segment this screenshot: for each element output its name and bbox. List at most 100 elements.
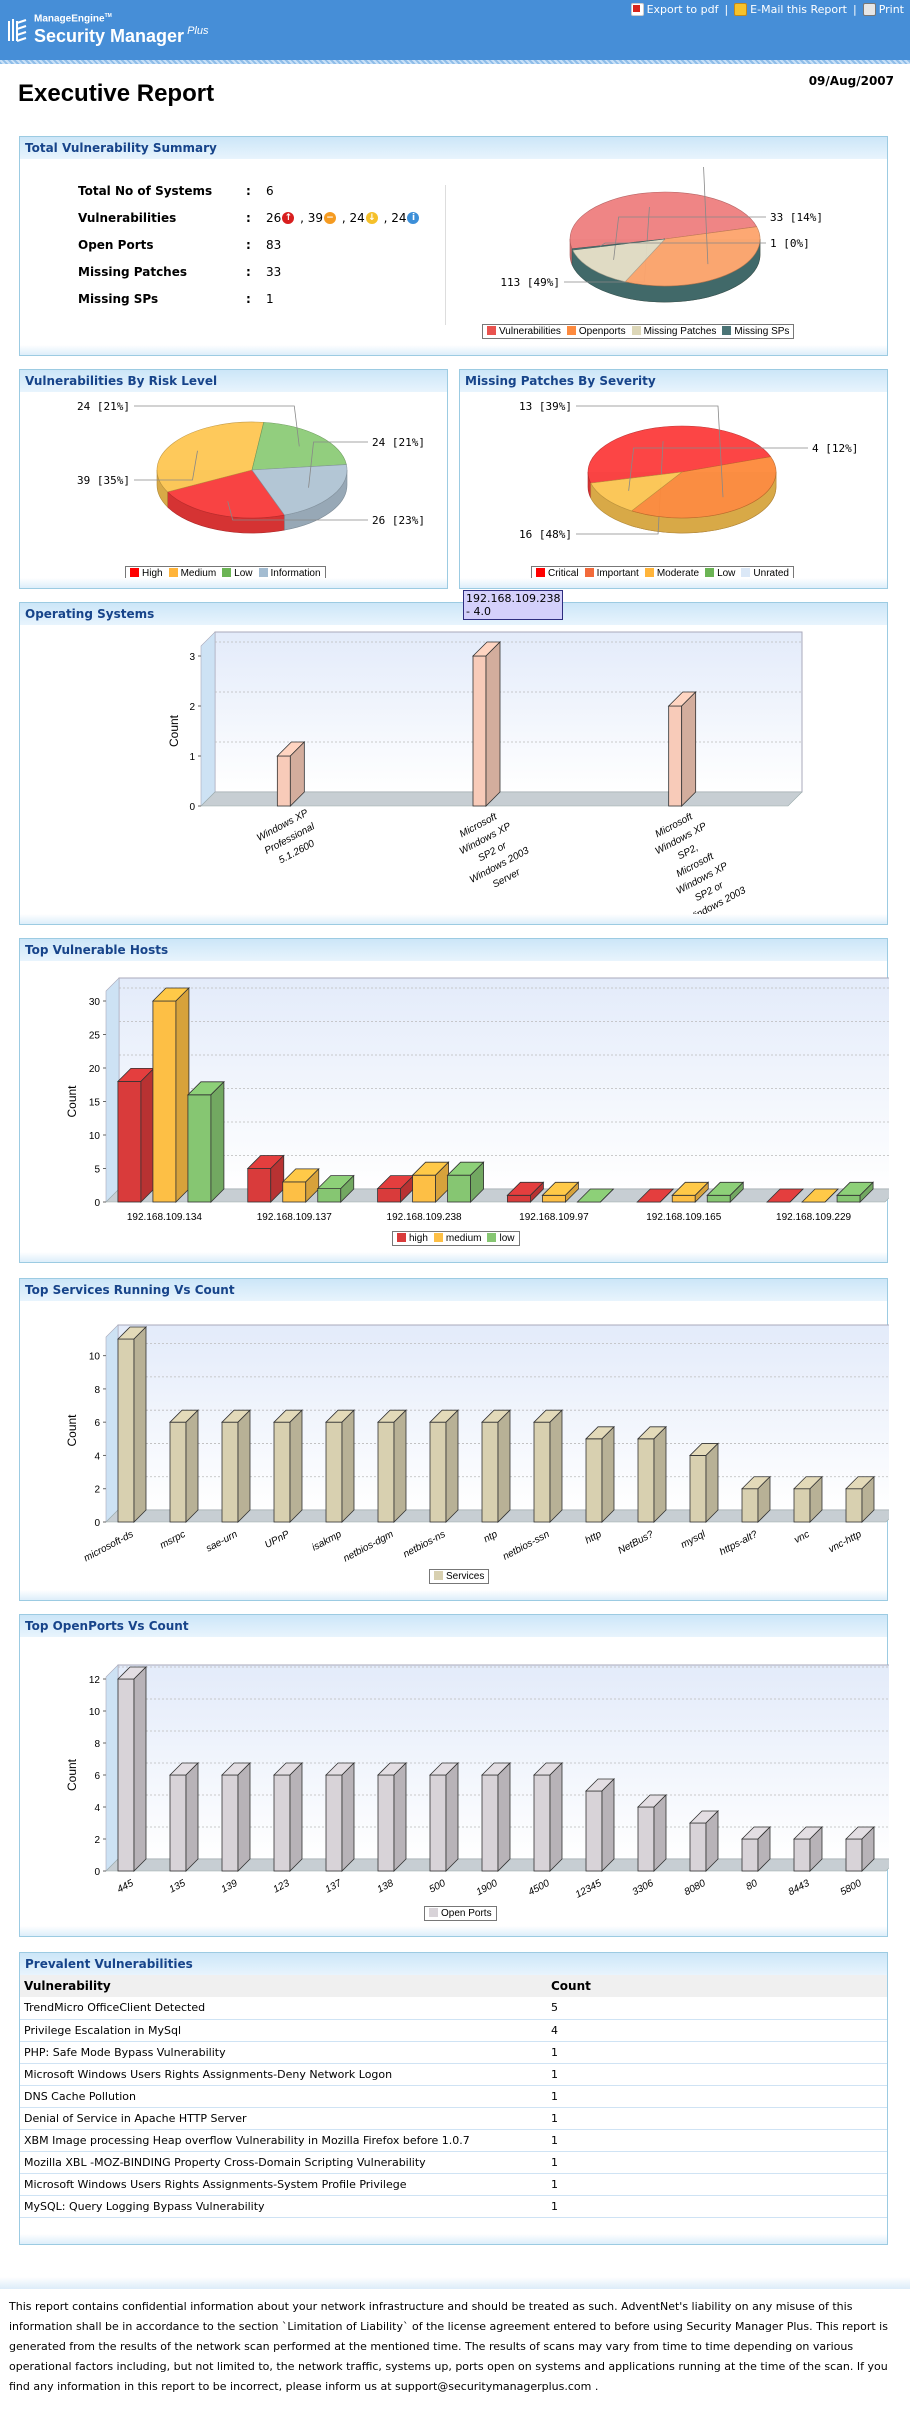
summary-row-missing-sps: Missing SPs : 1 bbox=[78, 285, 421, 312]
legend-label: medium bbox=[445, 1233, 482, 1244]
legend-swatch bbox=[536, 568, 545, 577]
prevalent-vulnerabilities-table: Vulnerability Count TrendMicro OfficeCli… bbox=[20, 1975, 887, 2218]
bar-front bbox=[247, 1168, 272, 1203]
x-tick-label: msrpc bbox=[158, 1529, 187, 1551]
bar-side bbox=[549, 1409, 563, 1523]
bar-side bbox=[861, 1475, 875, 1523]
vulnerability-name: MySQL: Query Logging Bypass Vulnerabilit… bbox=[20, 2195, 547, 2218]
pie-data-label: 33 [14%] bbox=[770, 211, 823, 224]
vulnerability-name: XBM Image processing Heap overflow Vulne… bbox=[20, 2129, 547, 2152]
bar-side bbox=[341, 1409, 355, 1523]
bar-front bbox=[585, 1790, 603, 1872]
y-axis-label: Count bbox=[167, 714, 181, 747]
pie-slice-missing-patches bbox=[572, 238, 666, 283]
x-tick-label: mysql bbox=[679, 1529, 708, 1551]
export-pdf-link[interactable]: Export to pdf bbox=[630, 3, 718, 16]
bar-front bbox=[317, 1188, 342, 1203]
ports-bar-chart: 0 2 4 6 8 10 12 Count 445 135 139 123 137 138 500 1900 4… bbox=[65, 1664, 889, 1901]
top-openports-panel: Top OpenPorts Vs Count 0 2 4 6 8 10 12 Count 445… bbox=[19, 1614, 889, 1937]
bar-front bbox=[845, 1488, 863, 1523]
email-report-link[interactable]: E-Mail this Report bbox=[734, 3, 847, 16]
bar-side bbox=[185, 1762, 199, 1872]
bar-side bbox=[757, 1475, 771, 1523]
x-tick-label: vnc-http bbox=[827, 1529, 864, 1556]
patches-pie-legend: Critical Important Moderate Low Unrated bbox=[531, 566, 794, 581]
bar bbox=[117, 1326, 147, 1523]
summary-row-open-ports: Open Ports : 83 bbox=[78, 231, 421, 258]
bar bbox=[429, 1762, 459, 1872]
bar-front bbox=[447, 1174, 471, 1203]
y-tick-label: 15 bbox=[89, 1098, 101, 1109]
colon: : bbox=[246, 291, 251, 306]
bar-side bbox=[789, 1188, 804, 1203]
x-tick-label: 192.168.109.97 bbox=[519, 1212, 589, 1223]
tooltip-host: 192.168.109.238 bbox=[466, 592, 561, 605]
legend-item: Moderate bbox=[644, 568, 699, 579]
vulnerability-name: TrendMicro OfficeClient Detected bbox=[20, 1997, 547, 2020]
plot-side-wall bbox=[200, 631, 216, 807]
x-tick-label: http bbox=[584, 1529, 604, 1547]
bar-front bbox=[741, 1838, 759, 1872]
vulnerability-name: Microsoft Windows Users Rights Assignmen… bbox=[20, 2173, 547, 2196]
bar-side bbox=[340, 1174, 355, 1203]
panel-title: Top OpenPorts Vs Count bbox=[20, 1615, 887, 1637]
legend-swatch bbox=[429, 1908, 438, 1917]
summary-label: Open Ports bbox=[78, 237, 154, 252]
x-tick-label: 192.168.109.238 bbox=[387, 1212, 463, 1223]
summary-label: Missing Patches bbox=[78, 264, 188, 279]
brand-small: ManageEngine bbox=[34, 13, 105, 25]
legend-swatch bbox=[487, 1233, 497, 1242]
high-count: 26 bbox=[266, 210, 282, 225]
bar bbox=[636, 1188, 675, 1203]
print-link[interactable]: Print bbox=[862, 3, 904, 16]
legend-swatch bbox=[631, 326, 641, 335]
bar-front bbox=[221, 1421, 239, 1523]
x-tick-label: 192.168.109.229 bbox=[776, 1212, 852, 1223]
disclaimer-text: This report contains confidential inform… bbox=[9, 2300, 888, 2393]
low-count: 24 bbox=[349, 210, 365, 225]
bar bbox=[585, 1425, 615, 1523]
legend-swatch bbox=[705, 568, 715, 577]
panel-title: Top Vulnerable Hosts bbox=[20, 939, 887, 961]
pie-data-label: 39 [35%] bbox=[77, 474, 130, 487]
panel-footer bbox=[460, 578, 887, 588]
bar bbox=[429, 1409, 459, 1523]
bar bbox=[793, 1475, 823, 1523]
pie-label-line bbox=[576, 405, 724, 498]
legend-swatch bbox=[722, 326, 732, 335]
bar bbox=[506, 1181, 545, 1203]
legend-label: Missing SPs bbox=[734, 326, 790, 337]
legend-label: Low bbox=[234, 568, 253, 579]
hosts-bar-chart: 0 5 10 15 20 25 30 Count 192.168.109.134 192.168.… bbox=[65, 977, 889, 1223]
x-tick-label: NetBus? bbox=[616, 1529, 655, 1557]
panel-title: Vulnerabilities By Risk Level bbox=[20, 370, 447, 392]
report-actions: Export to pdf | E-Mail this Report | Pri… bbox=[630, 3, 904, 16]
x-tick-label: 5800 bbox=[839, 1878, 864, 1898]
pie-label-line bbox=[227, 501, 368, 521]
vulnerability-count: 4 bbox=[547, 2019, 887, 2042]
y-tick-label: 4 bbox=[94, 1451, 100, 1462]
x-tick-label: 500 bbox=[428, 1878, 448, 1896]
vulnerability-count: 1 bbox=[547, 2195, 887, 2218]
legend-label: Missing Patches bbox=[643, 326, 717, 337]
column-header-vulnerability: Vulnerability bbox=[20, 1975, 547, 1997]
table-row: MySQL: Query Logging Bypass Vulnerabilit… bbox=[20, 2195, 887, 2218]
risk-level-panel: Vulnerabilities By Risk Level 26 [23%] 39… bbox=[19, 369, 448, 589]
bar-front bbox=[706, 1194, 731, 1203]
pie-label-line bbox=[703, 167, 709, 265]
legend-swatch bbox=[434, 1571, 443, 1580]
y-tick-label: 2 bbox=[94, 1485, 100, 1496]
bar-front bbox=[637, 1806, 655, 1872]
bar-side bbox=[185, 1409, 199, 1523]
summary-row-missing-patches: Missing Patches : 33 bbox=[78, 258, 421, 285]
bar-top bbox=[576, 1188, 615, 1203]
legend-label: Information bbox=[270, 568, 321, 579]
y-tick-label: 10 bbox=[89, 1352, 101, 1363]
bar bbox=[481, 1762, 511, 1872]
bar-side bbox=[694, 1181, 709, 1203]
bar-front bbox=[221, 1774, 239, 1872]
bar bbox=[273, 1409, 303, 1523]
pie-label-line bbox=[628, 447, 808, 491]
legend-label: Vulnerabilities bbox=[499, 326, 561, 337]
legend-item: Missing Patches bbox=[631, 326, 717, 337]
